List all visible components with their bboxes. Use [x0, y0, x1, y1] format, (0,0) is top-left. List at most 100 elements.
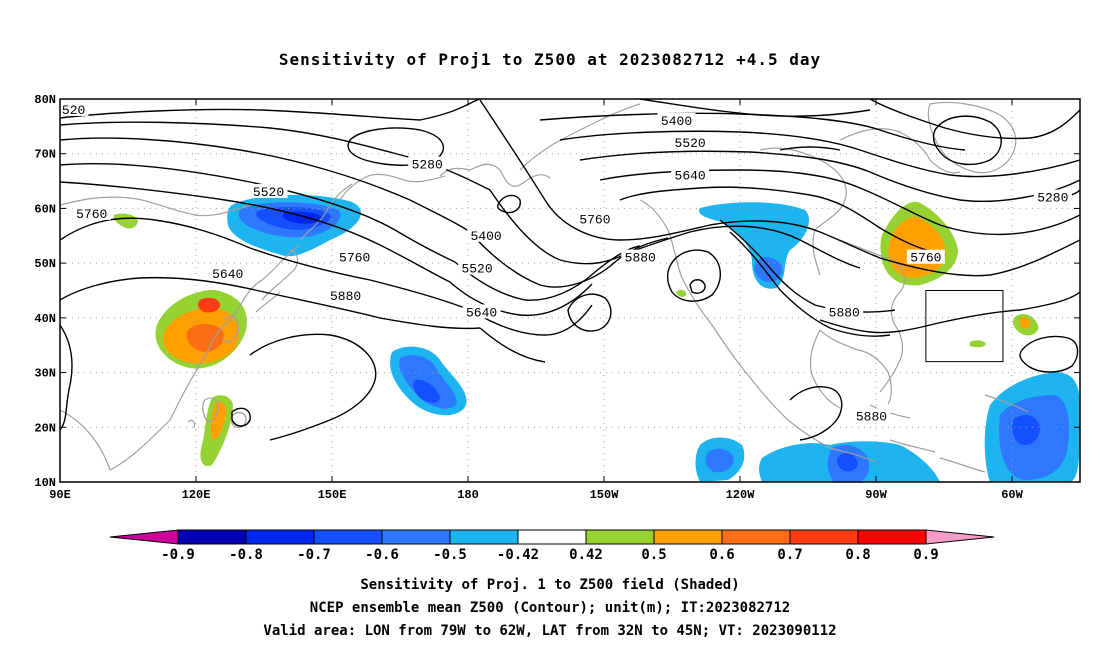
caption-line-2: NCEP ensemble mean Z500 (Contour); unit(… — [309, 600, 791, 616]
colorbar-label: -0.6 — [365, 547, 399, 563]
contour-label-bg — [467, 227, 506, 242]
shading-positive-atlantic-orange — [1020, 317, 1030, 329]
contour-label: 5640 — [675, 169, 706, 184]
contour-label-bg — [458, 260, 497, 275]
shading-negative-mexico-core — [837, 452, 858, 472]
lon-label: 150E — [318, 488, 347, 502]
contour-label: 5400 — [471, 229, 502, 244]
contour-label: 5640 — [212, 267, 243, 282]
contour-label: 5880 — [625, 251, 656, 266]
colorbar-cell — [449, 529, 519, 545]
contour-label-bg — [1033, 189, 1072, 204]
lat-label: 20N — [34, 421, 56, 435]
shading-negative-japan-dark — [282, 211, 322, 224]
contour-label-bg — [657, 112, 696, 127]
contour-label-bg — [906, 249, 945, 264]
shading-negative-tropics-central-mid — [705, 448, 734, 473]
shading-positive-asia-small — [113, 213, 138, 229]
latitude-labels: 80N 70N 60N 50N 40N 30N 20N 10N — [34, 93, 56, 490]
colorbar-cell — [177, 529, 247, 545]
colorbar-label: 0.42 — [569, 547, 603, 563]
contour-label: 5760 — [76, 207, 107, 222]
lon-label: 120W — [726, 488, 756, 502]
contour-label-bg — [825, 304, 864, 319]
colorbar-cell — [517, 529, 587, 545]
valid-area-box — [925, 290, 1004, 363]
contour-label-bg — [335, 249, 374, 264]
shading-negative-tropics-east-core — [1012, 415, 1040, 446]
map-frame — [59, 98, 1081, 483]
lon-label: 60W — [1001, 488, 1023, 502]
lat-label: 80N — [34, 93, 56, 107]
contour-label-bg — [60, 101, 89, 116]
colorbar-label: 0.8 — [845, 547, 870, 563]
colorbar-label: 0.7 — [777, 547, 802, 563]
colorbar-cell — [857, 529, 927, 545]
colorbar-cell — [585, 529, 655, 545]
colorbar-label: -0.42 — [497, 547, 539, 563]
caption: Sensitivity of Proj. 1 to Z500 field (Sh… — [0, 574, 1100, 643]
contour-label-bg — [621, 249, 660, 264]
shading-positive-small-pacific — [676, 289, 687, 297]
shading-positive-small-box — [970, 340, 986, 348]
colorbar-cell — [245, 529, 315, 545]
contour-label: 5280 — [412, 158, 443, 173]
colorbar-label: 0.9 — [913, 547, 938, 563]
contour-label-bg — [671, 167, 710, 182]
colorbar-label: -0.7 — [297, 547, 331, 563]
colorbar-label: 0.5 — [641, 547, 666, 563]
colorbar-cell — [381, 529, 451, 545]
contour-label-bg — [326, 287, 365, 302]
contour-label-bg — [852, 408, 891, 423]
lat-label: 70N — [34, 148, 56, 162]
axis-ticks — [59, 98, 1080, 483]
shading-negative-pacific-core — [413, 379, 440, 403]
colorbar-label: -0.5 — [433, 547, 467, 563]
colorbar-cell — [653, 529, 723, 545]
contour-label-bg — [249, 184, 288, 199]
contour-label: 5520 — [253, 185, 284, 200]
contour-label: 5520 — [675, 136, 706, 151]
colorbar-label: 0.6 — [709, 547, 734, 563]
lat-label: 40N — [34, 312, 56, 326]
caption-line-3: Valid area: LON from 79W to 62W, LAT fro… — [263, 623, 837, 639]
caption-line-1: Sensitivity of Proj. 1 to Z500 field (Sh… — [360, 577, 740, 593]
lat-label: 30N — [34, 367, 56, 381]
contour-label-bg — [575, 211, 614, 226]
lat-label: 50N — [34, 257, 56, 271]
contour-label: 5880 — [829, 305, 860, 320]
lon-label: 90W — [865, 488, 887, 502]
lon-label: 120E — [182, 488, 211, 502]
colorbar-label: -0.9 — [161, 547, 195, 563]
contour-label: 5520 — [461, 262, 492, 277]
colorbar-cell — [789, 529, 859, 545]
lon-label: 150W — [590, 488, 620, 502]
map-title: Sensitivity of Proj1 to Z500 at 20230827… — [278, 50, 822, 69]
contour-label-bg — [208, 266, 247, 281]
contour-label-bg — [462, 304, 501, 319]
lon-label: 90E — [49, 488, 71, 502]
contour-label: 5760 — [910, 251, 941, 266]
lon-label: 180 — [457, 488, 479, 502]
colorbar-cell — [721, 529, 791, 545]
contour-labels: 520 5400 5280 5520 5520 5640 5280 5760 5760 5400 5… — [60, 101, 1072, 424]
colorbar-low-extension — [109, 529, 179, 545]
lat-label: 60N — [34, 202, 56, 216]
contour-label-bg — [671, 134, 710, 149]
longitude-labels: 90E 120E 150E 180 150W 120W 90W 60W — [49, 488, 1023, 502]
sensitivity-shading — [113, 194, 1080, 482]
lat-label: 10N — [34, 476, 56, 490]
contour-label: 5640 — [466, 305, 497, 320]
contour-label: 5880 — [856, 409, 887, 424]
contour-label: 5400 — [661, 114, 692, 129]
contour-label-bg — [408, 156, 447, 171]
shading-negative-pacific-mid — [399, 355, 457, 409]
colorbar-high-extension — [925, 529, 995, 545]
colorbar-cell — [313, 529, 383, 545]
contour-label: 5280 — [1037, 190, 1068, 205]
shading-redspot-east-asia — [197, 297, 221, 313]
shading-negative-ne-pacific-core — [754, 257, 783, 283]
contour-label: 5880 — [330, 289, 361, 304]
